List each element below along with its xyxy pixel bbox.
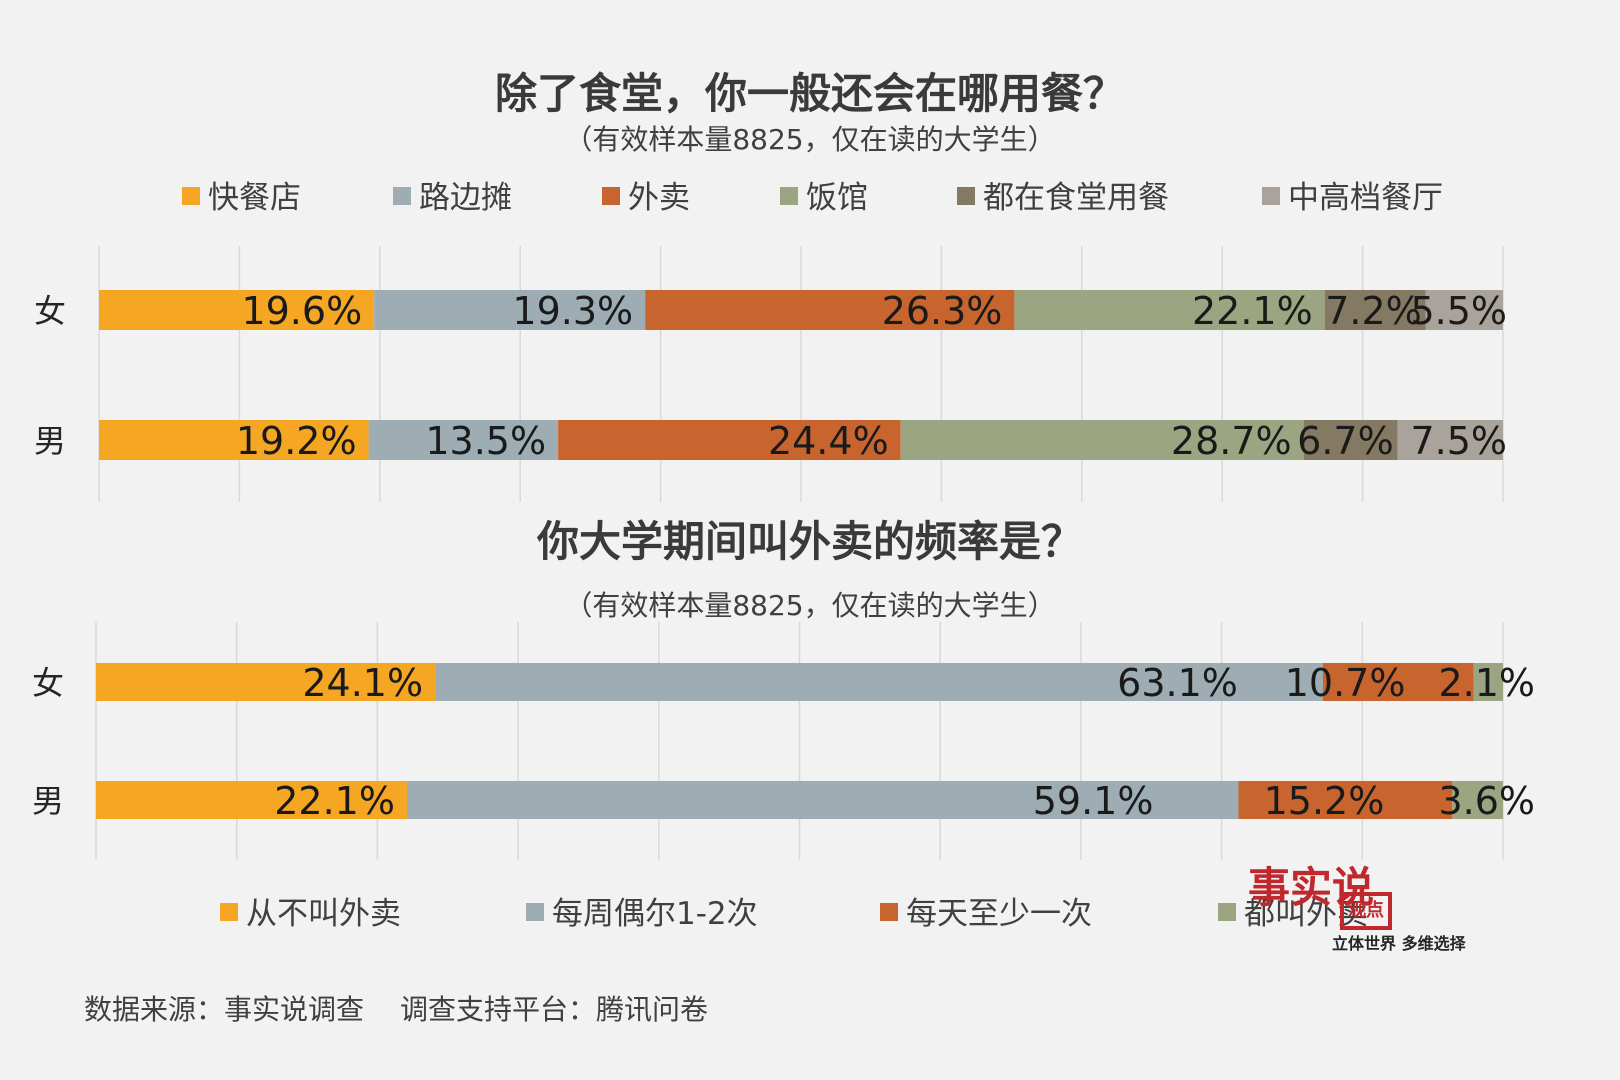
bar-segment: [1452, 781, 1503, 819]
chart2-title: 你大学期间叫外卖的频率是？: [536, 517, 1083, 566]
bar-segment: [99, 290, 375, 330]
category-label: 女: [32, 664, 64, 702]
legend-item: 每周偶尔1-2次: [526, 888, 758, 933]
bar-segment: [368, 420, 559, 460]
bar-segment: [406, 781, 1239, 819]
chart1-plot: 女 19.6% 19.3% 26.3% 22.1% 7.2%5.5% 男 19.2% 13.5%…: [34, 246, 1507, 502]
legend-label: 外卖: [628, 180, 690, 216]
data-label: 19.2%: [236, 419, 357, 463]
bar-segment: [1238, 781, 1453, 819]
bar-segment: [1322, 663, 1474, 701]
data-label: 7.5%: [1410, 419, 1507, 463]
chart1-title: 除了食堂，你一般还会在哪用餐？: [494, 69, 1125, 118]
chart2-subtitle: （有效样本量8825，仅在读的大学生）: [564, 589, 1056, 622]
category-label: 男: [32, 782, 64, 820]
data-label: 19.3%: [512, 289, 633, 333]
legend-label: 从不叫外卖: [246, 896, 401, 932]
brand-logo: 事实说 观点 立体世界 多维选择: [1248, 863, 1488, 988]
legend-label: 快餐店: [208, 180, 301, 216]
legend-swatch: [220, 903, 238, 921]
bar-segment: [1014, 290, 1325, 330]
brand-logo-seal: 事实说: [1248, 863, 1375, 912]
legend-label: 路边摊: [419, 180, 512, 216]
data-label: 26.3%: [882, 289, 1003, 333]
bar-segment: [1324, 290, 1426, 330]
legend-swatch: [1262, 187, 1280, 205]
legend-swatch: [957, 187, 975, 205]
data-label: 2.1%: [1438, 661, 1535, 705]
legend-item: 从不叫外卖: [220, 888, 401, 933]
bar-segment: [435, 663, 1323, 701]
legend-swatch: [780, 187, 798, 205]
legend-item: 每天至少一次: [880, 888, 1092, 933]
data-label: 5.5%: [1410, 289, 1507, 333]
legend-item: 快餐店: [182, 172, 301, 217]
legend-swatch: [602, 187, 620, 205]
chart2-plot: 女 24.1% 63.1% 10.7% 2.1% 男 22.1% 59.1% 15.2% 3.6%: [32, 622, 1535, 860]
bar-segment: [1425, 290, 1503, 330]
legend-label: 每周偶尔1-2次: [552, 896, 758, 932]
legend-label: 饭馆: [806, 180, 868, 216]
bar-segment: [645, 290, 1015, 330]
category-label: 女: [34, 292, 66, 330]
brand-slogan: 立体世界 多维选择: [1332, 934, 1466, 953]
data-label: 24.4%: [768, 419, 889, 463]
bar-segment: [1303, 420, 1398, 460]
data-label: 15.2%: [1264, 779, 1385, 823]
bar-segment: [1473, 663, 1503, 701]
data-label: 63.1%: [1117, 661, 1238, 705]
data-label: 19.6%: [241, 289, 362, 333]
legend-swatch: [1218, 903, 1236, 921]
legend-item: 中高档餐厅: [1262, 172, 1443, 217]
legend-swatch: [526, 903, 544, 921]
data-label: 28.7%: [1171, 419, 1292, 463]
chart1-legend: 快餐店 路边摊 外卖 饭馆 都在食堂用餐 中高档餐厅: [0, 172, 1620, 216]
data-source: 数据来源：事实说调查: [84, 993, 365, 1026]
bar-segment: [1397, 420, 1503, 460]
legend-item: 都在食堂用餐: [957, 172, 1169, 217]
legend-label: 每天至少一次: [906, 896, 1092, 932]
legend-label: 中高档餐厅: [1288, 180, 1443, 216]
data-label: 22.1%: [1192, 289, 1313, 333]
data-label: 59.1%: [1033, 779, 1154, 823]
data-label: 6.7%: [1297, 419, 1394, 463]
legend-swatch: [182, 187, 200, 205]
bar-segment: [558, 420, 901, 460]
legend-label: 都在食堂用餐: [983, 180, 1169, 216]
bar-segment: [96, 781, 407, 819]
brand-logo-box: 观点: [1340, 892, 1392, 930]
bar-segment: [900, 420, 1304, 460]
bar-segment: [374, 290, 646, 330]
data-label: 3.6%: [1438, 779, 1535, 823]
legend-swatch: [880, 903, 898, 921]
legend-swatch: [393, 187, 411, 205]
legend-item: 饭馆: [780, 172, 868, 217]
footer: 数据来源：事实说调查 调查支持平台：腾讯问卷: [84, 988, 708, 1028]
data-label: 22.1%: [274, 779, 395, 823]
data-label: 10.7%: [1285, 661, 1406, 705]
data-label: 24.1%: [302, 661, 423, 705]
category-label: 男: [34, 422, 66, 460]
survey-platform: 调查支持平台：腾讯问卷: [400, 993, 709, 1026]
legend-item: 路边摊: [393, 172, 512, 217]
data-label: 7.2%: [1325, 289, 1422, 333]
chart1-subtitle: （有效样本量8825，仅在读的大学生）: [564, 123, 1056, 156]
bar-segment: [99, 420, 369, 460]
data-label: 13.5%: [425, 419, 546, 463]
legend-item: 外卖: [602, 172, 690, 217]
bar-segment: [96, 663, 436, 701]
